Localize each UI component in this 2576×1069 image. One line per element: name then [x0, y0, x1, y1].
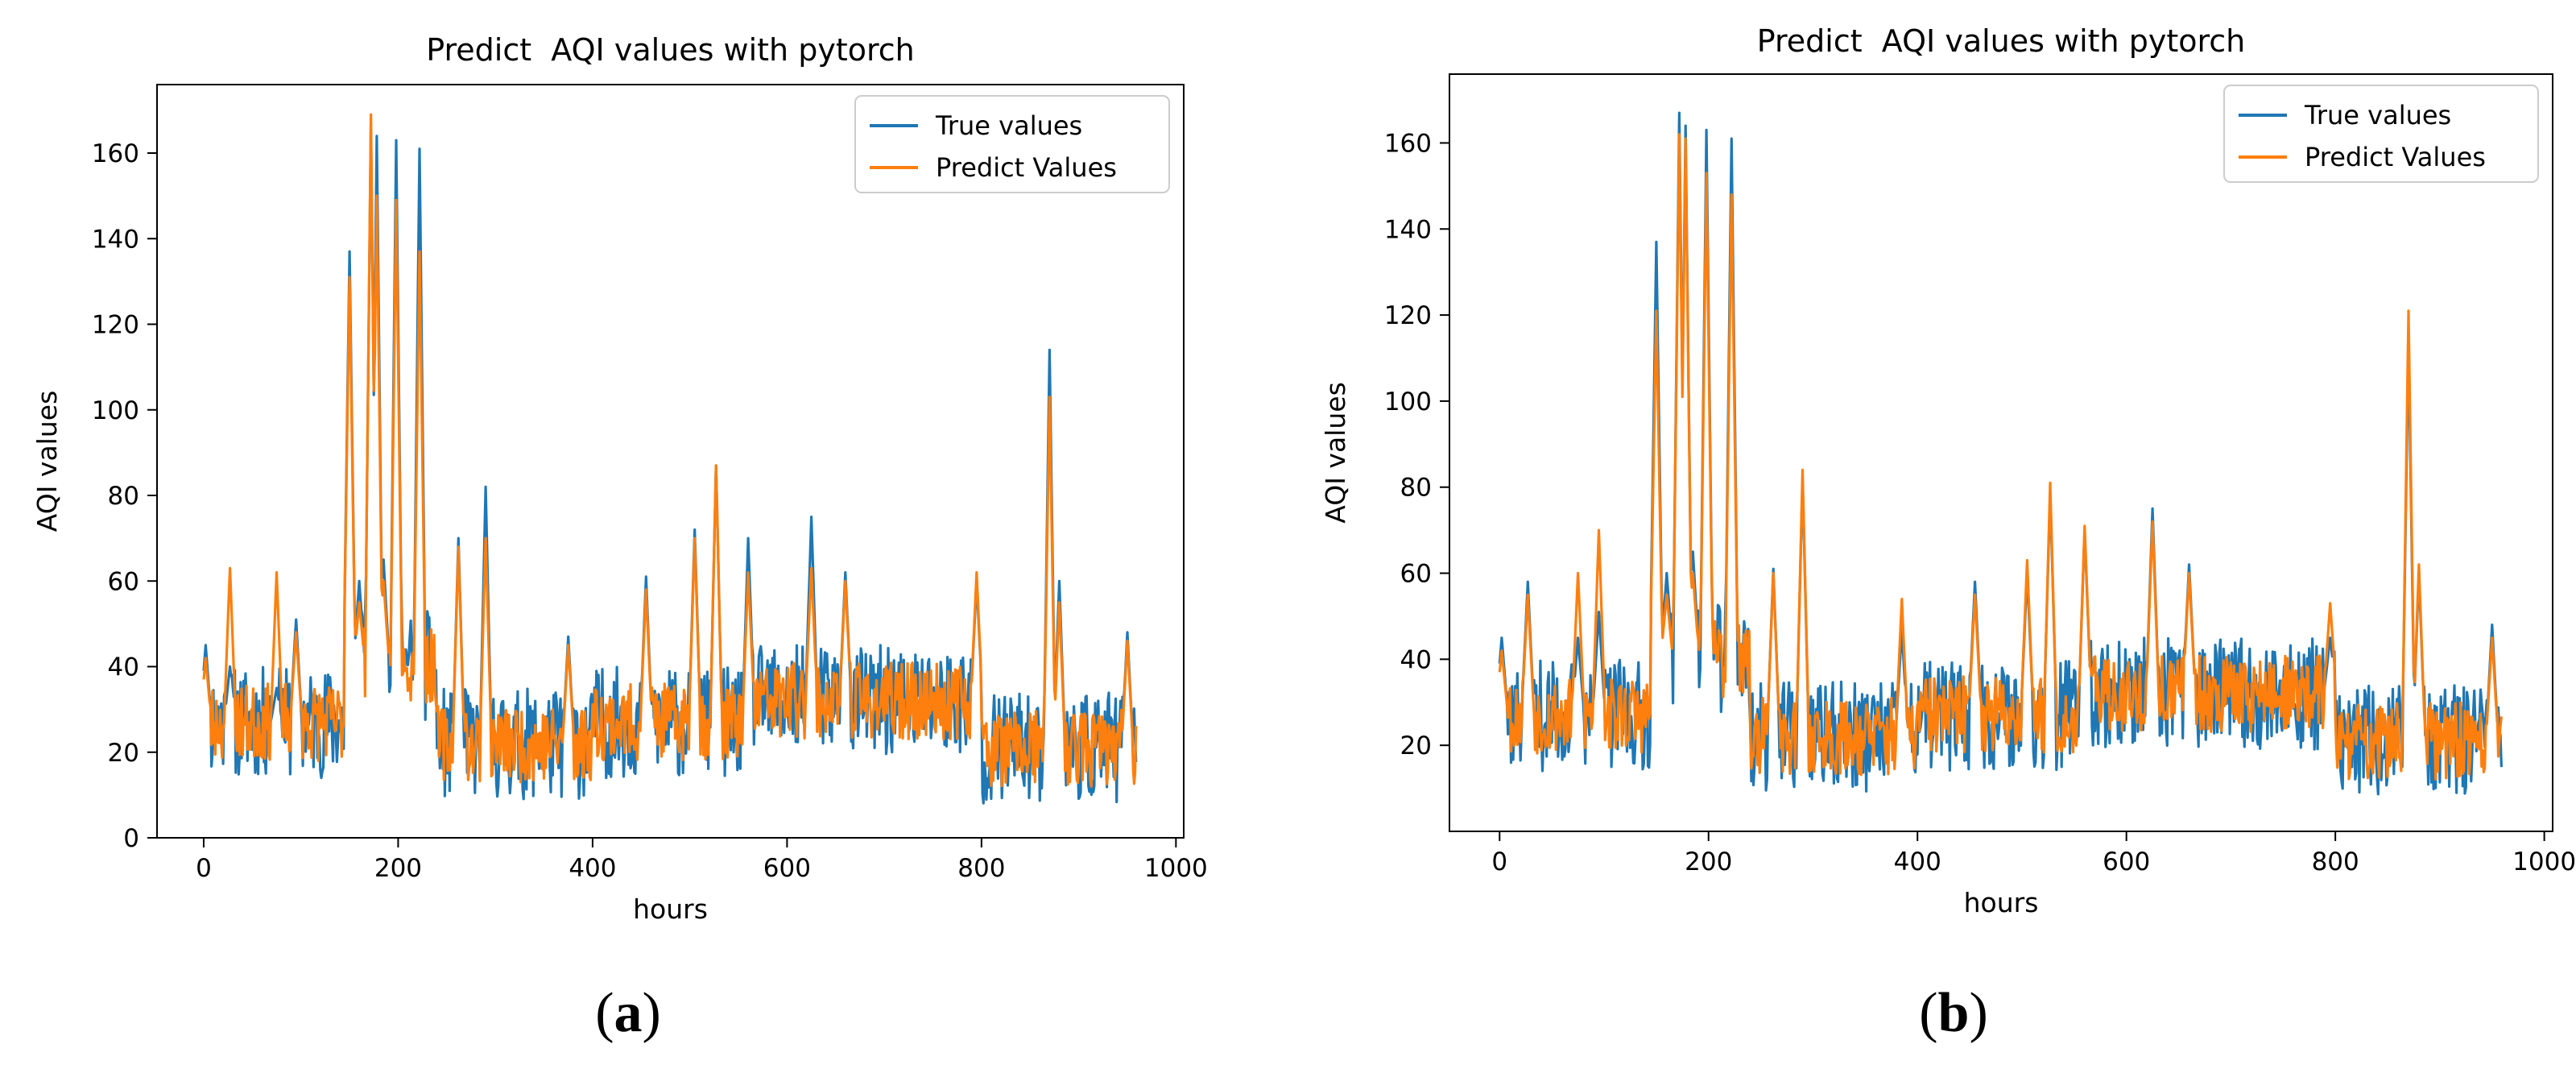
chart-a-axes-frame [156, 84, 1185, 839]
chart-b-y-tick-label-40: 40 [1400, 645, 1432, 674]
chart-b-x-tick-label-200: 200 [1685, 847, 1732, 876]
chart-b-axes-frame [1449, 73, 2553, 832]
chart-b-y-tick-label-160: 160 [1384, 129, 1432, 158]
chart-b-y-tick-label-20: 20 [1400, 731, 1432, 760]
chart-b-x-tick-label-0: 0 [1491, 847, 1507, 876]
chart-b-legend-box [2223, 85, 2539, 183]
chart-a-y-tick-label-120: 120 [92, 311, 139, 340]
chart-a-y-tick-label-160: 160 [92, 139, 139, 168]
chart-a-legend-predict-values-label: Predict Values [936, 152, 1117, 183]
chart-a-y-tick-label-140: 140 [92, 225, 139, 254]
chart-a-y-tick-label-60: 60 [108, 567, 139, 596]
chart-a-x-tick-label-600: 600 [763, 854, 811, 883]
chart-b-y-axis-label: AQI values [1320, 382, 1351, 524]
chart-b-series-predict-values-line [1498, 133, 2503, 781]
chart-b-x-tick-label-800: 800 [2312, 847, 2359, 876]
chart-a-y-tick-label-100: 100 [92, 396, 139, 425]
chart-a-legend: True values Predict Values [854, 95, 1170, 193]
chart-a-y-tick-label-80: 80 [108, 482, 139, 511]
chart-b-title: Predict AQI values with pytorch [1757, 23, 2245, 59]
chart-a-y-tick-label-0: 0 [123, 824, 139, 853]
chart-a-legend-box [854, 95, 1170, 193]
chart-b-x-tick-label-600: 600 [2103, 847, 2150, 876]
chart-b-legend: True values Predict Values [2223, 85, 2539, 183]
chart-a-x-tick-label-1000: 1000 [1144, 854, 1208, 883]
caption-a-letter: a [614, 982, 643, 1044]
caption-b: (b) [1919, 982, 1988, 1044]
chart-a-x-tick-label-200: 200 [374, 854, 422, 883]
chart-a-x-axis-label: hours [633, 893, 708, 925]
chart-a-y-axis-label: AQI values [31, 391, 63, 532]
chart-b-x-tick-label-1000: 1000 [2512, 847, 2576, 876]
chart-a-x-tick-label-800: 800 [957, 854, 1005, 883]
chart-b-y-tick-label-100: 100 [1384, 387, 1432, 416]
line-chart-b: Predict AQI values with pytorch 0 200 400 60… [1320, 23, 2576, 918]
chart-b-x-tick-label-400: 400 [1894, 847, 1941, 876]
chart-a-legend-true-values-label: True values [935, 110, 1082, 141]
chart-a-x-tick-label-0: 0 [196, 854, 212, 883]
caption-a: (a) [595, 982, 661, 1044]
chart-panel-b: Predict AQI values with pytorch 0 200 400 60… [1288, 0, 2576, 967]
chart-a-y-tick-label-20: 20 [108, 739, 139, 768]
caption-b-letter: b [1937, 982, 1970, 1044]
chart-a-x-tick-label-400: 400 [569, 854, 616, 883]
chart-b-legend-predict-values-label: Predict Values [2305, 142, 2486, 172]
chart-a-title: Predict AQI values with pytorch [426, 32, 914, 68]
chart-a-series-predict-values-line [202, 113, 1138, 788]
chart-b-y-tick-label-80: 80 [1400, 474, 1432, 503]
chart-b-legend-true-values-label: True values [2304, 100, 2451, 131]
chart-b-y-tick-label-140: 140 [1384, 215, 1432, 244]
chart-b-x-axis-label: hours [1964, 887, 2039, 918]
chart-a-y-tick-label-40: 40 [108, 653, 139, 682]
chart-b-y-tick-label-120: 120 [1384, 301, 1432, 330]
chart-b-y-tick-label-60: 60 [1400, 560, 1432, 589]
chart-panel-a: Predict AQI values with pytorch 0 200 400 60… [0, 0, 1256, 967]
